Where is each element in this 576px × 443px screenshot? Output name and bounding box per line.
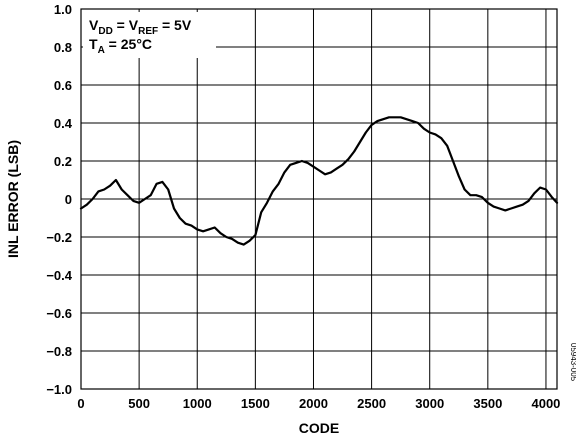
y-tick-label: 0.8 bbox=[54, 40, 72, 55]
y-tick-label: 0.4 bbox=[54, 116, 73, 131]
y-tick-label: −0.8 bbox=[46, 344, 72, 359]
tick-labels: 0 500 1000 1500 2000 2500 3000 3500 4000 1.0 0.8 0.… bbox=[46, 2, 560, 411]
x-tick-label: 2500 bbox=[357, 396, 386, 411]
y-tick-label: 0 bbox=[65, 192, 72, 207]
x-tick-label: 1000 bbox=[183, 396, 212, 411]
y-tick-label: −1.0 bbox=[46, 382, 72, 397]
y-tick-label: −0.2 bbox=[46, 230, 72, 245]
y-axis-title: INL ERROR (LSB) bbox=[5, 140, 21, 258]
y-tick-label: 0.2 bbox=[54, 154, 72, 169]
x-tick-label: 3000 bbox=[415, 396, 444, 411]
x-tick-label: 4000 bbox=[531, 396, 560, 411]
grid-lines bbox=[81, 9, 557, 389]
x-tick-label: 3500 bbox=[473, 396, 502, 411]
annotation-line-temperature: TA = 25°C bbox=[89, 36, 152, 56]
x-tick-label: 500 bbox=[128, 396, 150, 411]
y-tick-label: 0.6 bbox=[54, 78, 72, 93]
x-tick-label: 2000 bbox=[299, 396, 328, 411]
x-tick-label: 0 bbox=[77, 396, 84, 411]
y-tick-label: −0.4 bbox=[46, 268, 72, 283]
inl-error-series-line bbox=[79, 116, 559, 246]
figure-id: 05943-005 bbox=[569, 343, 576, 382]
plot-frame bbox=[80, 8, 558, 390]
annotation-line-supply: VDD = VREF = 5V bbox=[89, 17, 192, 37]
annotation-box bbox=[83, 12, 216, 58]
x-axis-title: CODE bbox=[299, 420, 339, 436]
x-tick-label: 1500 bbox=[241, 396, 270, 411]
y-tick-label: 1.0 bbox=[54, 2, 72, 17]
y-tick-label: −0.6 bbox=[46, 306, 72, 321]
